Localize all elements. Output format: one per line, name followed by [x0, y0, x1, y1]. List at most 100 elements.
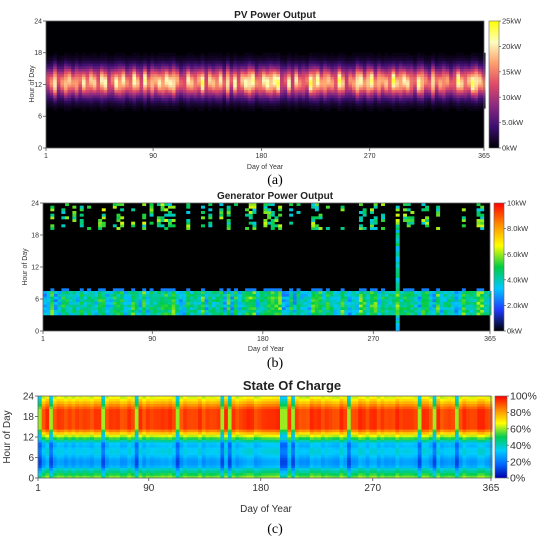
heatmap-cell	[114, 55, 118, 58]
heatmap-cell	[287, 77, 291, 80]
heatmap-cell	[105, 440, 109, 443]
heatmap-cell	[262, 103, 266, 106]
heatmap-cell	[473, 294, 477, 297]
heatmap-cell	[93, 66, 97, 69]
heatmap-cell	[93, 98, 97, 101]
heatmap-cell	[293, 291, 297, 294]
heatmap-cell	[120, 404, 124, 407]
heatmap-cell	[284, 98, 288, 101]
heatmap-cell	[302, 98, 306, 101]
heatmap-cell	[293, 302, 297, 305]
heatmap-cell	[237, 95, 241, 98]
heatmap-cell	[190, 79, 194, 82]
heatmap-cell	[168, 307, 172, 310]
heatmap-cell	[114, 53, 118, 56]
heatmap-cell	[205, 294, 209, 297]
heatmap-cell	[215, 85, 219, 88]
heatmap-cell	[101, 473, 105, 476]
heatmap-cell	[120, 437, 124, 440]
heatmap-cell	[57, 58, 61, 61]
heatmap-cell	[338, 79, 342, 82]
heatmap-cell	[93, 87, 97, 90]
heatmap-cell	[320, 85, 324, 88]
heatmap-cell	[274, 216, 278, 219]
heatmap-cell	[122, 87, 126, 90]
heatmap-cell	[83, 450, 87, 453]
heatmap-cell	[297, 211, 301, 214]
heatmap-cell	[363, 55, 367, 58]
heatmap-cell	[417, 77, 421, 80]
heatmap-cell	[222, 71, 226, 74]
heatmap-cell	[71, 106, 75, 109]
heatmap-cell	[263, 312, 267, 315]
heatmap-cell	[271, 304, 275, 307]
heatmap-cell	[153, 294, 157, 297]
heatmap-cell	[287, 74, 291, 77]
heatmap-cell	[71, 71, 75, 74]
heatmap-cell	[135, 302, 139, 305]
heatmap-cell	[406, 53, 410, 56]
heatmap-cell	[90, 470, 94, 473]
heatmap-cell	[50, 216, 54, 219]
heatmap-cell	[374, 98, 378, 101]
heatmap-cell	[205, 299, 209, 302]
heatmap-cell	[107, 79, 111, 82]
heatmap-cell	[183, 307, 187, 310]
heatmap-cell	[120, 460, 124, 463]
heatmap-cell	[140, 71, 144, 74]
heatmap-cell	[135, 468, 139, 471]
heatmap-cell	[98, 312, 102, 315]
heatmap-cell	[240, 69, 244, 72]
heatmap-cell	[215, 53, 219, 56]
heatmap-cell	[131, 224, 135, 227]
heatmap-cell	[124, 299, 128, 302]
heatmap-cell	[392, 63, 396, 66]
heatmap-cell	[294, 63, 298, 66]
heatmap-cell	[327, 74, 331, 77]
heatmap-cell	[80, 291, 84, 294]
heatmap-cell	[194, 296, 198, 299]
heatmap-cell	[338, 106, 342, 109]
heatmap-cell	[435, 90, 439, 93]
heatmap-cell	[305, 69, 309, 72]
heatmap-cell	[75, 429, 79, 432]
heatmap-cell	[352, 69, 356, 72]
heatmap-cell	[488, 310, 492, 313]
heatmap-cell	[282, 291, 286, 294]
heatmap-cell	[186, 90, 190, 93]
heatmap-cell	[323, 66, 327, 69]
heatmap-cell	[212, 69, 216, 72]
heatmap-cell	[60, 473, 64, 476]
heatmap-cell	[131, 442, 135, 445]
heatmap-cell	[94, 291, 98, 294]
heatmap-cell	[96, 63, 100, 66]
heatmap-cell	[93, 100, 97, 103]
heatmap-cell	[443, 312, 447, 315]
heatmap-cell	[309, 82, 313, 85]
heatmap-cell	[100, 90, 104, 93]
heatmap-cell	[282, 299, 286, 302]
heatmap-cell	[266, 61, 270, 64]
heatmap-cell	[304, 296, 308, 299]
heatmap-cell	[388, 294, 392, 297]
heatmap-cell	[381, 288, 385, 291]
heatmap-cell	[143, 98, 147, 101]
heatmap-cell	[57, 404, 61, 407]
heatmap-cell	[429, 294, 433, 297]
heatmap-cell	[474, 98, 478, 101]
heatmap-cell	[478, 74, 482, 77]
heatmap-cell	[50, 98, 54, 101]
heatmap-cell	[82, 69, 86, 72]
heatmap-cell	[432, 302, 436, 305]
heatmap-cell	[154, 69, 158, 72]
heatmap-cell	[94, 422, 98, 425]
heatmap-cell	[284, 58, 288, 61]
heatmap-cell	[406, 87, 410, 90]
heatmap-cell	[262, 63, 266, 66]
heatmap-cell	[248, 108, 252, 111]
heatmap-cell	[297, 302, 301, 305]
heatmap-cell	[244, 71, 248, 74]
heatmap-cell	[458, 304, 462, 307]
heatmap-cell	[413, 90, 417, 93]
heatmap-cell	[122, 106, 126, 109]
